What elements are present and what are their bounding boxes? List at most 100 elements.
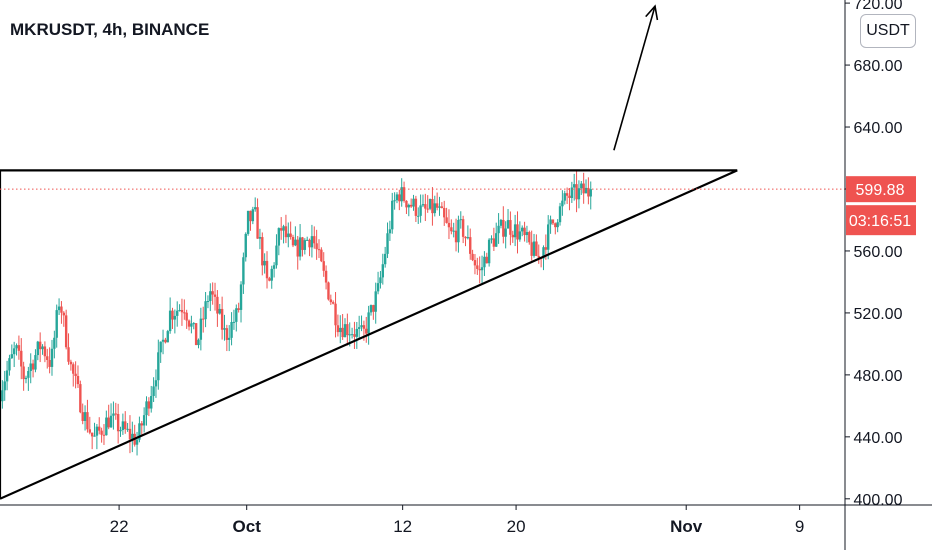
candle-body bbox=[544, 247, 548, 250]
support-trendline[interactable] bbox=[0, 169, 738, 500]
candle-body bbox=[112, 413, 115, 416]
candle-body bbox=[518, 231, 522, 240]
candle-body bbox=[350, 334, 354, 336]
candle-body bbox=[395, 194, 399, 201]
y-tick-label: 640.00 bbox=[854, 120, 903, 137]
candle-body bbox=[443, 208, 446, 218]
candle-body bbox=[147, 401, 151, 409]
candle-body bbox=[223, 328, 226, 330]
candle-body bbox=[580, 183, 583, 189]
last-price-label: 599.88 bbox=[856, 182, 905, 199]
candle-body bbox=[549, 219, 552, 225]
candle-body bbox=[412, 198, 415, 207]
candle-body bbox=[263, 260, 266, 266]
candle-body bbox=[346, 324, 349, 336]
candle-body bbox=[261, 237, 264, 266]
candle-body bbox=[199, 318, 203, 340]
candle-body bbox=[365, 328, 368, 334]
candle-body bbox=[447, 222, 451, 228]
candle-body bbox=[525, 232, 529, 236]
candle-body bbox=[315, 243, 318, 250]
candle-body bbox=[268, 278, 271, 281]
candle-body bbox=[192, 323, 195, 325]
candle-body bbox=[256, 207, 259, 239]
candle-body bbox=[100, 430, 103, 435]
candle-body bbox=[405, 200, 408, 208]
y-tick-label: 680.00 bbox=[854, 58, 903, 75]
candle-body bbox=[530, 242, 533, 256]
candle-body bbox=[194, 323, 198, 346]
candle-body bbox=[362, 325, 366, 329]
candle-body bbox=[5, 370, 9, 382]
candle-body bbox=[568, 195, 571, 198]
candle-body bbox=[187, 320, 191, 327]
candle-body bbox=[492, 238, 496, 247]
candle-body bbox=[239, 284, 243, 310]
x-tick-label: 9 bbox=[795, 517, 804, 536]
candle-body bbox=[424, 204, 427, 209]
candle-body bbox=[388, 229, 392, 234]
candle-body bbox=[573, 184, 576, 188]
candle-body bbox=[563, 193, 566, 201]
candle-body bbox=[478, 268, 481, 271]
candle-body bbox=[414, 198, 418, 216]
candle-body bbox=[334, 303, 337, 326]
candle-body bbox=[270, 268, 273, 281]
candle-body bbox=[435, 203, 439, 208]
candle-body bbox=[582, 183, 585, 194]
candle-body bbox=[138, 423, 141, 440]
candle-body bbox=[95, 426, 99, 436]
breakout-arrow[interactable] bbox=[613, 5, 656, 151]
candle-body bbox=[298, 237, 302, 257]
candle-body bbox=[466, 237, 470, 239]
candle-body bbox=[461, 219, 465, 237]
candle-body bbox=[523, 227, 526, 236]
candle-body bbox=[249, 210, 252, 222]
candle-body bbox=[513, 224, 517, 238]
candle-body bbox=[480, 267, 484, 271]
candle-body bbox=[119, 429, 122, 432]
candle-body bbox=[251, 209, 255, 222]
breakout-arrow-head bbox=[645, 4, 659, 21]
candle-body bbox=[12, 348, 16, 355]
candle-body bbox=[336, 325, 340, 333]
candle-body bbox=[561, 200, 564, 207]
candle-body bbox=[355, 328, 359, 337]
candle-body bbox=[454, 230, 458, 243]
candle-body bbox=[369, 305, 373, 313]
candle-body bbox=[8, 358, 11, 371]
candle-body bbox=[324, 270, 328, 283]
candle-body bbox=[185, 312, 188, 321]
currency-unit-button[interactable]: USDT bbox=[860, 14, 916, 48]
candle-body bbox=[275, 245, 278, 266]
candle-body bbox=[206, 301, 210, 303]
candle-body bbox=[575, 184, 578, 200]
candle-body bbox=[237, 308, 240, 310]
candle-body bbox=[164, 339, 167, 343]
candle-body bbox=[105, 417, 108, 436]
candle-body bbox=[379, 277, 382, 284]
candle-body bbox=[116, 413, 120, 432]
candle-body bbox=[93, 435, 96, 437]
candle-body bbox=[471, 253, 474, 261]
candle-body bbox=[60, 306, 63, 313]
candle-body bbox=[102, 434, 106, 436]
candle-body bbox=[372, 305, 375, 312]
candle-body bbox=[38, 341, 42, 350]
candle-body bbox=[431, 199, 434, 214]
candle-body bbox=[499, 219, 503, 226]
candle-body bbox=[551, 219, 555, 224]
candle-body bbox=[211, 291, 214, 295]
candle-body bbox=[202, 318, 205, 320]
candle-body bbox=[542, 247, 545, 259]
candle-body bbox=[150, 396, 153, 409]
candle-body bbox=[357, 327, 361, 329]
candle-body bbox=[386, 233, 389, 254]
candle-body bbox=[176, 310, 179, 316]
candle-body bbox=[577, 188, 581, 200]
x-tick-label: 20 bbox=[507, 517, 526, 536]
candle-body bbox=[154, 380, 158, 387]
y-tick-label: 560.00 bbox=[854, 244, 903, 261]
candle-body bbox=[232, 321, 236, 323]
